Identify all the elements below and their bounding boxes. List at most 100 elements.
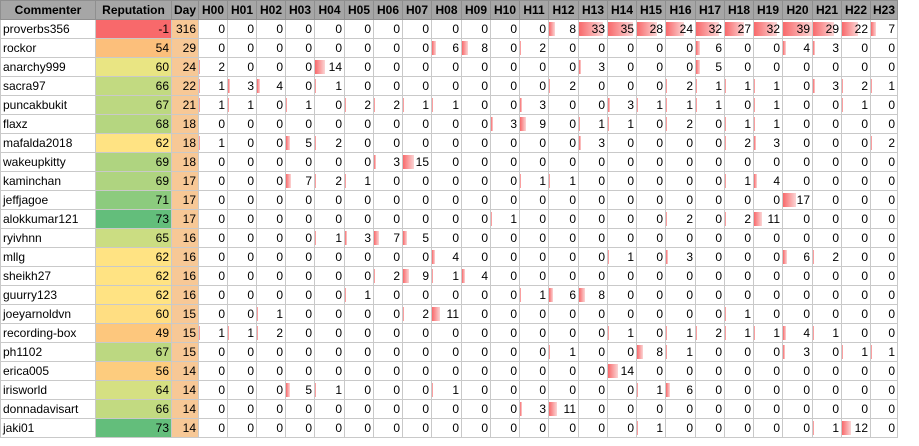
hour-cell[interactable]: 0 xyxy=(461,418,492,438)
hour-cell[interactable]: 1 xyxy=(695,76,726,96)
hour-cell[interactable]: 0 xyxy=(782,95,814,115)
commenter-cell[interactable]: alokkumar121 xyxy=(0,209,96,229)
day-cell[interactable]: 18 xyxy=(170,133,200,153)
hour-cell[interactable]: 0 xyxy=(665,133,697,153)
hour-cell[interactable]: 0 xyxy=(461,342,492,362)
hour-cell[interactable]: 14 xyxy=(314,57,346,77)
hour-cell[interactable]: 7 xyxy=(373,228,404,248)
hour-cell[interactable]: 0 xyxy=(870,361,899,381)
col-header-h09[interactable]: H09 xyxy=(461,0,492,20)
hour-cell[interactable]: 0 xyxy=(636,133,667,153)
hour-cell[interactable]: 0 xyxy=(636,57,667,77)
commenter-cell[interactable]: guurry123 xyxy=(0,285,96,305)
hour-cell[interactable]: 0 xyxy=(782,399,814,419)
reputation-cell[interactable]: 62 xyxy=(95,247,172,267)
hour-cell[interactable]: 0 xyxy=(461,152,492,172)
col-header-h04[interactable]: H04 xyxy=(314,0,346,20)
hour-cell[interactable]: 0 xyxy=(812,171,843,191)
reputation-cell[interactable]: 60 xyxy=(95,304,172,324)
hour-cell[interactable]: 0 xyxy=(519,304,550,324)
hour-cell[interactable]: 0 xyxy=(285,190,316,210)
hour-cell[interactable]: 0 xyxy=(344,380,375,400)
hour-cell[interactable]: 1 xyxy=(724,76,755,96)
hour-cell[interactable]: 0 xyxy=(753,361,784,381)
hour-cell[interactable]: 0 xyxy=(841,133,872,153)
hour-cell[interactable]: 0 xyxy=(870,304,899,324)
hour-cell[interactable]: 0 xyxy=(665,228,697,248)
hour-cell[interactable]: 11 xyxy=(753,209,784,229)
hour-cell[interactable]: 0 xyxy=(490,285,521,305)
hour-cell[interactable]: 7 xyxy=(870,19,899,39)
hour-cell[interactable]: 1 xyxy=(812,418,843,438)
hour-cell[interactable]: 0 xyxy=(402,133,433,153)
hour-cell[interactable]: 0 xyxy=(198,342,229,362)
hour-cell[interactable]: 0 xyxy=(402,285,433,305)
hour-cell[interactable]: 8 xyxy=(636,342,667,362)
hour-cell[interactable]: 35 xyxy=(607,19,638,39)
reputation-cell[interactable]: 66 xyxy=(95,399,172,419)
hour-cell[interactable]: 0 xyxy=(402,399,433,419)
hour-cell[interactable]: 0 xyxy=(461,76,492,96)
hour-cell[interactable]: 0 xyxy=(695,171,726,191)
hour-cell[interactable]: 0 xyxy=(402,57,433,77)
hour-cell[interactable]: 22 xyxy=(841,19,872,39)
hour-cell[interactable]: 0 xyxy=(519,323,550,343)
day-cell[interactable]: 15 xyxy=(170,342,200,362)
col-header-h12[interactable]: H12 xyxy=(548,0,580,20)
day-cell[interactable]: 14 xyxy=(170,361,200,381)
hour-cell[interactable]: 2 xyxy=(841,76,872,96)
hour-cell[interactable]: 0 xyxy=(314,38,346,58)
hour-cell[interactable]: 0 xyxy=(490,323,521,343)
commenter-cell[interactable]: flaxz xyxy=(0,114,96,134)
hour-cell[interactable]: 0 xyxy=(665,285,697,305)
hour-cell[interactable]: 0 xyxy=(724,190,755,210)
hour-cell[interactable]: 0 xyxy=(373,133,404,153)
hour-cell[interactable]: 0 xyxy=(285,76,316,96)
col-header-h11[interactable]: H11 xyxy=(519,0,550,20)
hour-cell[interactable]: 0 xyxy=(285,266,316,286)
hour-cell[interactable]: 0 xyxy=(578,418,609,438)
hour-cell[interactable]: 27 xyxy=(724,19,755,39)
hour-cell[interactable]: 0 xyxy=(402,361,433,381)
hour-cell[interactable]: 0 xyxy=(548,114,580,134)
hour-cell[interactable]: 0 xyxy=(665,266,697,286)
hour-cell[interactable]: 1 xyxy=(607,323,638,343)
col-header-h19[interactable]: H19 xyxy=(753,0,784,20)
hour-cell[interactable]: 1 xyxy=(256,304,287,324)
hour-cell[interactable]: 0 xyxy=(548,152,580,172)
hour-cell[interactable]: 0 xyxy=(724,247,755,267)
col-header-h15[interactable]: H15 xyxy=(636,0,667,20)
hour-cell[interactable]: 0 xyxy=(344,152,375,172)
commenter-cell[interactable]: kaminchan xyxy=(0,171,96,191)
day-cell[interactable]: 14 xyxy=(170,380,200,400)
hour-cell[interactable]: 0 xyxy=(373,285,404,305)
hour-cell[interactable]: 2 xyxy=(724,209,755,229)
hour-cell[interactable]: 0 xyxy=(227,418,258,438)
day-cell[interactable]: 16 xyxy=(170,228,200,248)
hour-cell[interactable]: 0 xyxy=(578,361,609,381)
hour-cell[interactable]: 5 xyxy=(402,228,433,248)
hour-cell[interactable]: 0 xyxy=(578,171,609,191)
reputation-cell[interactable]: 73 xyxy=(95,209,172,229)
hour-cell[interactable]: 0 xyxy=(607,285,638,305)
commenter-cell[interactable]: irisworld xyxy=(0,380,96,400)
hour-cell[interactable]: 4 xyxy=(782,323,814,343)
hour-cell[interactable]: 0 xyxy=(607,152,638,172)
hour-cell[interactable]: 0 xyxy=(198,399,229,419)
hour-cell[interactable]: 0 xyxy=(373,247,404,267)
hour-cell[interactable]: 0 xyxy=(431,76,463,96)
hour-cell[interactable]: 0 xyxy=(490,418,521,438)
hour-cell[interactable]: 0 xyxy=(344,342,375,362)
hour-cell[interactable]: 0 xyxy=(227,209,258,229)
hour-cell[interactable]: 5 xyxy=(695,57,726,77)
hour-cell[interactable]: 0 xyxy=(461,171,492,191)
hour-cell[interactable]: 0 xyxy=(578,399,609,419)
hour-cell[interactable]: 0 xyxy=(548,190,580,210)
hour-cell[interactable]: 0 xyxy=(812,133,843,153)
hour-cell[interactable]: 0 xyxy=(870,38,899,58)
hour-cell[interactable]: 0 xyxy=(841,38,872,58)
hour-cell[interactable]: 8 xyxy=(548,19,580,39)
hour-cell[interactable]: 0 xyxy=(256,95,287,115)
hour-cell[interactable]: 4 xyxy=(431,247,463,267)
hour-cell[interactable]: 0 xyxy=(724,380,755,400)
